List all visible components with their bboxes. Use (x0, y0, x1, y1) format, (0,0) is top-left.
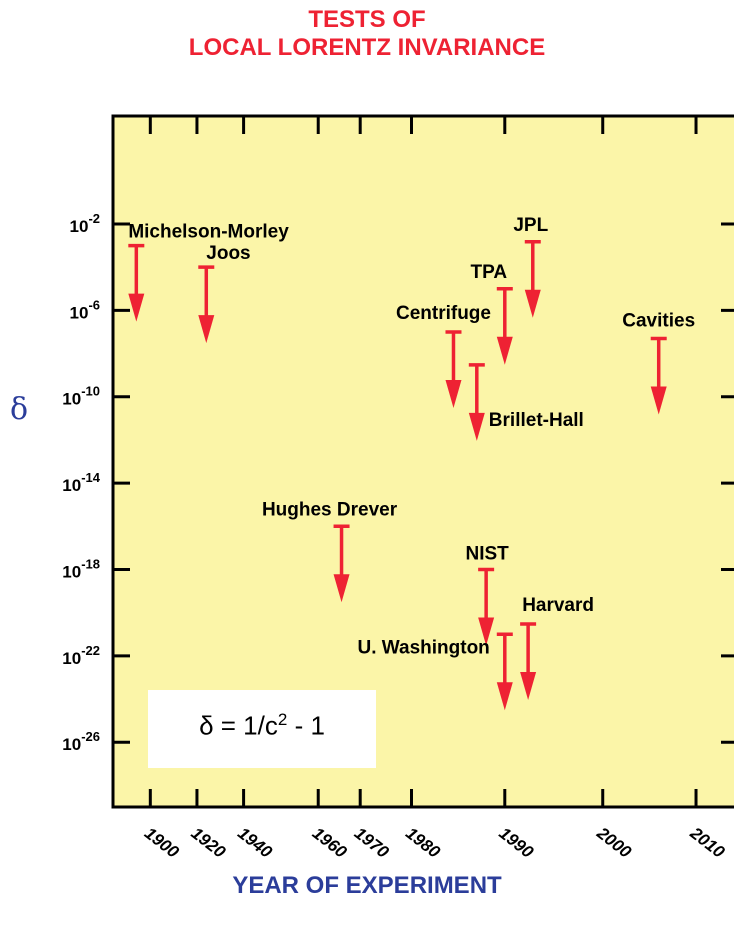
point-label: JPL (513, 215, 548, 236)
y-tick-label: 10-22 (62, 643, 100, 668)
point-label: TPA (470, 262, 507, 283)
limit-arrow-head (524, 289, 541, 318)
formula-box: δ = 1/c2 - 1 (148, 690, 376, 768)
point-label: Cavities (622, 310, 695, 331)
point-label: U. Washington (358, 637, 490, 658)
point-label: Joos (206, 243, 250, 264)
limit-arrow-head (468, 412, 485, 441)
x-tick-label: 1990 (495, 824, 537, 863)
point-label: Centrifuge (396, 303, 491, 324)
x-tick-label: 1970 (351, 824, 393, 863)
x-tick-labels: 1900 1920 1940 1960 1970 1980 1990 2000 2010 (141, 823, 729, 862)
point-label: Michelson-Morley (128, 222, 289, 243)
limit-arrow-head (128, 293, 145, 322)
y-tick-label: 10-18 (62, 556, 100, 581)
limit-arrow-head (496, 682, 513, 711)
x-tick-label: 1980 (402, 824, 444, 863)
limit-arrow-head (445, 379, 462, 408)
tick-marks (113, 116, 734, 807)
point-label: Harvard (522, 595, 594, 616)
x-tick-label: 1900 (141, 824, 183, 863)
x-tick-label: 1960 (309, 824, 351, 863)
chart-subtitle: LOCAL LORENTZ INVARIANCE (188, 34, 546, 61)
formula-rhs: - 1 (287, 710, 325, 741)
limit-arrow-head (198, 315, 215, 344)
limit-arrow-head (496, 336, 513, 365)
point-label: Brillet-Hall (489, 410, 584, 431)
limit-arrow-head (333, 574, 350, 603)
x-tick-label: 2000 (593, 823, 636, 862)
y-tick-label: 10-10 (62, 384, 100, 409)
formula-exp: 2 (277, 710, 288, 729)
limit-arrow-head (520, 671, 537, 700)
x-axis-label: YEAR OF EXPERIMENT (232, 872, 502, 899)
formula-lhs: δ = 1/c (199, 710, 278, 741)
y-tick-label: 10-6 (70, 297, 100, 322)
formula: δ = 1/c2 - 1 (148, 710, 376, 742)
y-tick-label: 10-26 (62, 729, 100, 754)
limit-arrow-head (478, 617, 495, 646)
x-tick-label: 2010 (686, 823, 729, 862)
limit-arrow-head (650, 386, 667, 415)
x-tick-label: 1920 (188, 824, 230, 863)
chart-title: TESTS OF (308, 6, 426, 33)
x-tick-label: 1940 (234, 824, 276, 863)
y-tick-label: 10-14 (62, 470, 100, 495)
y-tick-label: 10-2 (70, 211, 100, 236)
point-label: NIST (465, 543, 509, 564)
y-axis-label: δ (10, 392, 29, 427)
y-tick-labels: 10-2 10-6 10-10 10-14 10-18 10-22 10-26 (62, 211, 100, 754)
point-label: Hughes Drever (262, 499, 398, 520)
